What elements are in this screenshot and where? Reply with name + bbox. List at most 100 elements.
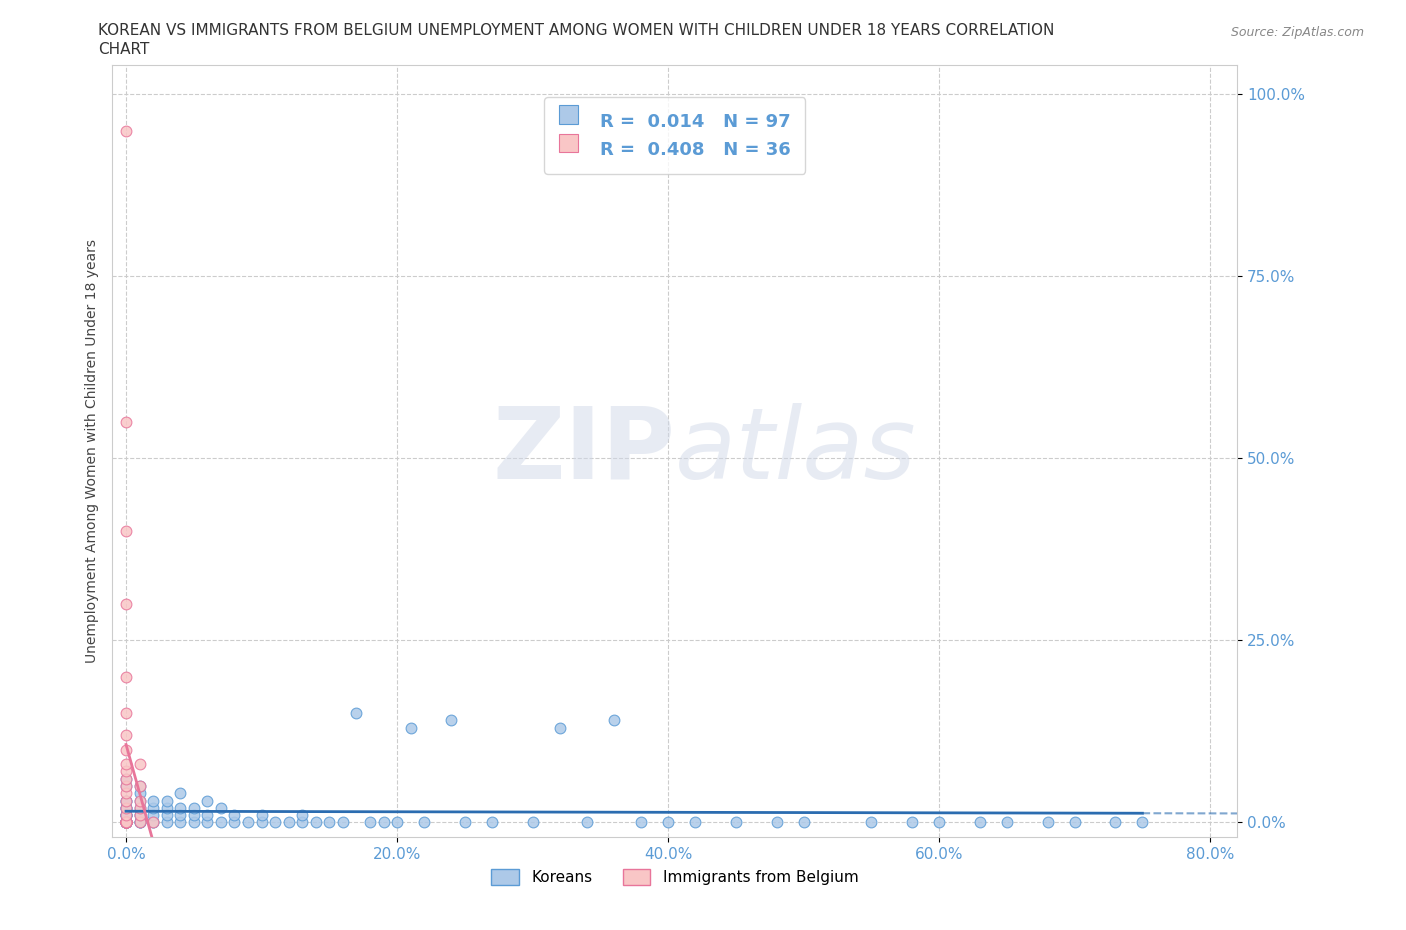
Point [115, 815, 138, 830]
Point [399, 721, 422, 736]
Point [115, 815, 138, 830]
Point [115, 706, 138, 721]
Point [115, 815, 138, 830]
Text: Source: ZipAtlas.com: Source: ZipAtlas.com [1230, 26, 1364, 39]
Point [115, 815, 138, 830]
Point [142, 808, 165, 823]
Point [793, 815, 815, 830]
Point [115, 771, 138, 786]
Point [630, 815, 652, 830]
Point [724, 815, 747, 830]
Point [169, 801, 191, 816]
Point [454, 815, 477, 830]
Point [575, 815, 598, 830]
Point [128, 815, 150, 830]
Point [115, 815, 138, 830]
Point [142, 815, 165, 830]
Point [115, 815, 138, 830]
Point [305, 815, 328, 830]
Point [128, 786, 150, 801]
Point [115, 808, 138, 823]
Point [115, 815, 138, 830]
Point [142, 815, 165, 830]
Point [115, 793, 138, 808]
Point [115, 793, 138, 808]
Point [115, 815, 138, 830]
Point [128, 815, 150, 830]
Point [115, 793, 138, 808]
Point [115, 815, 138, 830]
Point [548, 721, 571, 736]
Point [522, 815, 544, 830]
Point [115, 815, 138, 830]
Point [115, 727, 138, 742]
Point [115, 764, 138, 779]
Point [115, 815, 138, 830]
Point [373, 815, 395, 830]
Point [344, 706, 367, 721]
Point [115, 801, 138, 816]
Point [128, 801, 150, 816]
Point [115, 596, 138, 611]
Point [128, 808, 150, 823]
Point [128, 808, 150, 823]
Point [115, 808, 138, 823]
Point [128, 778, 150, 793]
Point [250, 815, 273, 830]
Point [1036, 815, 1059, 830]
Point [183, 808, 205, 823]
Point [115, 815, 138, 830]
Point [115, 815, 138, 830]
Point [142, 815, 165, 830]
Point [115, 815, 138, 830]
Point [765, 815, 787, 830]
Legend: Koreans, Immigrants from Belgium: Koreans, Immigrants from Belgium [485, 863, 865, 891]
Point [115, 670, 138, 684]
Text: atlas: atlas [675, 403, 917, 499]
Point [156, 801, 179, 816]
Point [115, 771, 138, 786]
Point [264, 815, 287, 830]
Y-axis label: Unemployment Among Women with Children Under 18 years: Unemployment Among Women with Children U… [84, 239, 98, 663]
Point [115, 778, 138, 793]
Point [224, 808, 246, 823]
Point [209, 801, 232, 816]
Point [115, 415, 138, 430]
Point [115, 815, 138, 830]
Point [128, 808, 150, 823]
Point [995, 815, 1018, 830]
Point [142, 793, 165, 808]
Point [969, 815, 991, 830]
Point [115, 815, 138, 830]
Point [115, 757, 138, 772]
Point [603, 713, 626, 728]
Point [657, 815, 679, 830]
Point [115, 815, 138, 830]
Point [1063, 815, 1085, 830]
Point [183, 801, 205, 816]
Point [115, 815, 138, 830]
Point [115, 808, 138, 823]
Point [156, 815, 179, 830]
Point [115, 801, 138, 816]
Text: CHART: CHART [98, 42, 150, 57]
Point [291, 815, 314, 830]
Point [115, 815, 138, 830]
Point [115, 815, 138, 830]
Point [128, 793, 150, 808]
Point [115, 815, 138, 830]
Point [115, 742, 138, 757]
Point [236, 815, 259, 830]
Point [318, 815, 340, 830]
Point [115, 778, 138, 793]
Point [195, 815, 218, 830]
Point [115, 786, 138, 801]
Point [683, 815, 706, 830]
Point [115, 123, 138, 138]
Point [115, 808, 138, 823]
Point [359, 815, 381, 830]
Point [291, 808, 314, 823]
Point [115, 808, 138, 823]
Point [481, 815, 503, 830]
Point [115, 815, 138, 830]
